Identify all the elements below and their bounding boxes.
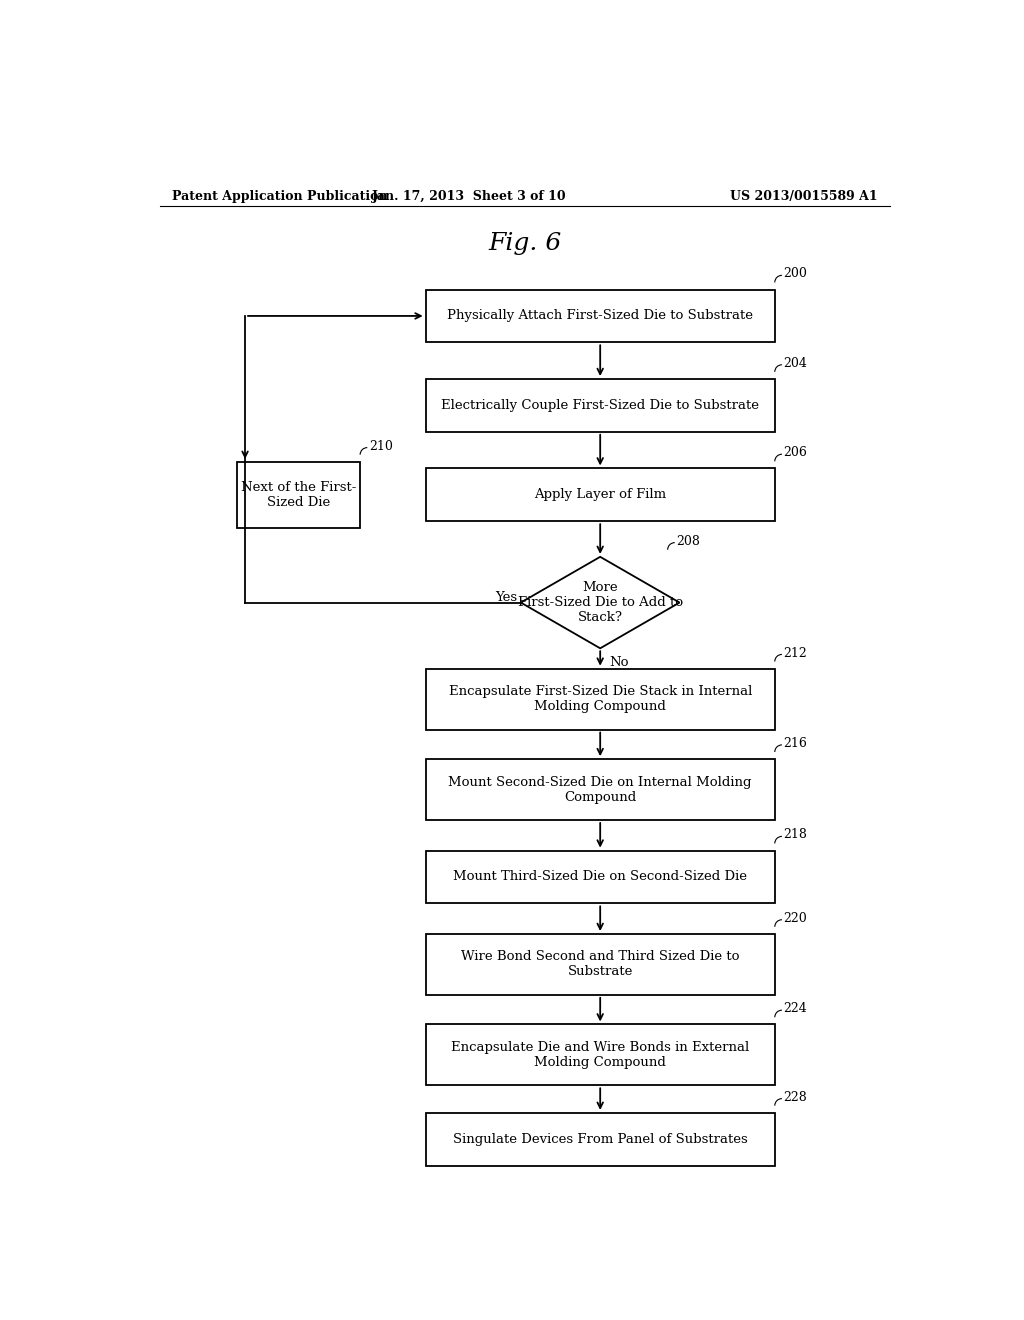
Text: Physically Attach First-Sized Die to Substrate: Physically Attach First-Sized Die to Sub…: [447, 309, 754, 322]
Text: Fig. 6: Fig. 6: [488, 232, 561, 255]
Text: Wire Bond Second and Third Sized Die to
Substrate: Wire Bond Second and Third Sized Die to …: [461, 950, 739, 978]
Text: Mount Second-Sized Die on Internal Molding
Compound: Mount Second-Sized Die on Internal Moldi…: [449, 776, 752, 804]
Text: 210: 210: [369, 440, 393, 453]
Text: 224: 224: [783, 1002, 807, 1015]
Text: No: No: [609, 656, 629, 669]
Bar: [426, 759, 775, 820]
Text: Next of the First-
Sized Die: Next of the First- Sized Die: [241, 480, 356, 508]
Text: 218: 218: [783, 829, 807, 841]
Text: 212: 212: [783, 647, 807, 660]
Text: Mount Third-Sized Die on Second-Sized Die: Mount Third-Sized Die on Second-Sized Di…: [454, 870, 748, 883]
Bar: [426, 669, 775, 730]
Bar: [426, 469, 775, 521]
Polygon shape: [521, 557, 680, 648]
Bar: [426, 1113, 775, 1166]
Text: Yes: Yes: [495, 591, 517, 605]
Bar: [426, 935, 775, 995]
Text: 204: 204: [783, 356, 807, 370]
Text: US 2013/0015589 A1: US 2013/0015589 A1: [730, 190, 878, 202]
Text: 206: 206: [783, 446, 807, 459]
Text: Patent Application Publication: Patent Application Publication: [172, 190, 387, 202]
Text: Apply Layer of Film: Apply Layer of Film: [535, 488, 667, 502]
Bar: [426, 379, 775, 432]
Text: Jan. 17, 2013  Sheet 3 of 10: Jan. 17, 2013 Sheet 3 of 10: [372, 190, 566, 202]
Text: More
First-Sized Die to Add to
Stack?: More First-Sized Die to Add to Stack?: [517, 581, 683, 624]
Bar: [238, 462, 360, 528]
Text: 208: 208: [677, 535, 700, 548]
Text: Singulate Devices From Panel of Substrates: Singulate Devices From Panel of Substrat…: [453, 1133, 748, 1146]
Text: Electrically Couple First-Sized Die to Substrate: Electrically Couple First-Sized Die to S…: [441, 399, 759, 412]
Text: 200: 200: [783, 268, 807, 280]
Text: Encapsulate First-Sized Die Stack in Internal
Molding Compound: Encapsulate First-Sized Die Stack in Int…: [449, 685, 752, 713]
Bar: [426, 289, 775, 342]
Text: 220: 220: [783, 912, 807, 925]
Text: Encapsulate Die and Wire Bonds in External
Molding Compound: Encapsulate Die and Wire Bonds in Extern…: [451, 1041, 750, 1069]
Text: 216: 216: [783, 737, 807, 750]
Bar: [426, 1024, 775, 1085]
Text: 228: 228: [783, 1090, 807, 1104]
Bar: [426, 850, 775, 903]
